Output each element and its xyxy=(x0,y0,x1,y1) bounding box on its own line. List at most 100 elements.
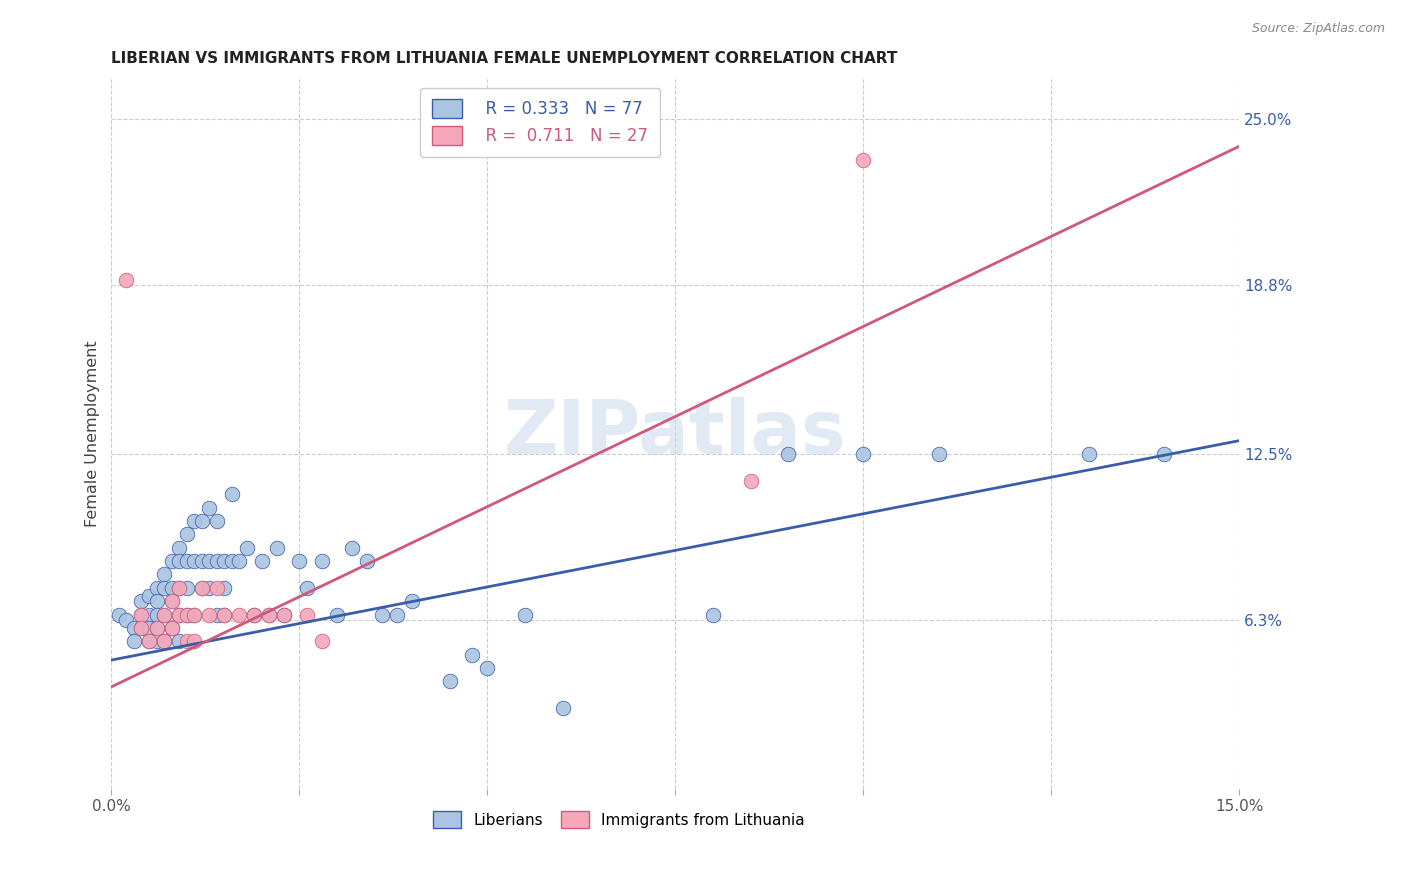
Legend: Liberians, Immigrants from Lithuania: Liberians, Immigrants from Lithuania xyxy=(427,805,811,834)
Point xyxy=(740,474,762,488)
Point xyxy=(190,554,212,568)
Point xyxy=(273,607,295,622)
Point xyxy=(167,581,190,595)
Point xyxy=(295,607,318,622)
Point xyxy=(190,581,212,595)
Point xyxy=(176,607,198,622)
Point xyxy=(198,554,221,568)
Point xyxy=(176,527,198,541)
Point xyxy=(228,607,250,622)
Point xyxy=(340,541,363,555)
Point xyxy=(852,447,875,461)
Point xyxy=(212,581,235,595)
Point xyxy=(1078,447,1101,461)
Point xyxy=(153,634,176,648)
Point xyxy=(145,634,167,648)
Point xyxy=(311,554,333,568)
Point xyxy=(183,634,205,648)
Y-axis label: Female Unemployment: Female Unemployment xyxy=(86,341,100,527)
Point xyxy=(153,634,176,648)
Point xyxy=(176,607,198,622)
Point xyxy=(702,607,724,622)
Point xyxy=(326,607,349,622)
Point xyxy=(259,607,281,622)
Point xyxy=(401,594,423,608)
Point xyxy=(138,634,160,648)
Point xyxy=(153,581,176,595)
Point xyxy=(167,581,190,595)
Point xyxy=(477,661,499,675)
Point xyxy=(1153,447,1175,461)
Text: ZIPatlas: ZIPatlas xyxy=(505,398,846,470)
Point xyxy=(205,581,228,595)
Point xyxy=(122,621,145,635)
Point xyxy=(311,634,333,648)
Point xyxy=(145,594,167,608)
Text: Source: ZipAtlas.com: Source: ZipAtlas.com xyxy=(1251,22,1385,36)
Point xyxy=(138,589,160,603)
Point xyxy=(160,594,183,608)
Point xyxy=(205,554,228,568)
Point xyxy=(183,554,205,568)
Point xyxy=(160,621,183,635)
Point xyxy=(243,607,266,622)
Point xyxy=(288,554,311,568)
Point xyxy=(160,594,183,608)
Point xyxy=(145,581,167,595)
Point xyxy=(221,554,243,568)
Point xyxy=(371,607,394,622)
Point xyxy=(513,607,536,622)
Point xyxy=(160,581,183,595)
Point xyxy=(198,607,221,622)
Point xyxy=(145,621,167,635)
Point xyxy=(551,701,574,715)
Point xyxy=(131,607,153,622)
Point xyxy=(145,607,167,622)
Point xyxy=(138,607,160,622)
Point xyxy=(250,554,273,568)
Point xyxy=(212,607,235,622)
Point xyxy=(167,554,190,568)
Point xyxy=(160,621,183,635)
Point xyxy=(115,613,138,627)
Point xyxy=(138,634,160,648)
Point xyxy=(167,541,190,555)
Point xyxy=(190,514,212,528)
Point xyxy=(122,634,145,648)
Point xyxy=(108,607,131,622)
Point xyxy=(221,487,243,501)
Point xyxy=(183,514,205,528)
Text: LIBERIAN VS IMMIGRANTS FROM LITHUANIA FEMALE UNEMPLOYMENT CORRELATION CHART: LIBERIAN VS IMMIGRANTS FROM LITHUANIA FE… xyxy=(111,51,898,66)
Point xyxy=(243,607,266,622)
Point xyxy=(167,607,190,622)
Point xyxy=(205,607,228,622)
Point xyxy=(852,153,875,167)
Point xyxy=(183,607,205,622)
Point xyxy=(183,607,205,622)
Point xyxy=(167,607,190,622)
Point xyxy=(236,541,259,555)
Point xyxy=(190,581,212,595)
Point xyxy=(131,607,153,622)
Point xyxy=(205,514,228,528)
Point xyxy=(259,607,281,622)
Point xyxy=(461,648,484,662)
Point xyxy=(198,500,221,515)
Point xyxy=(273,607,295,622)
Point xyxy=(928,447,950,461)
Point xyxy=(385,607,408,622)
Point xyxy=(778,447,800,461)
Point xyxy=(131,621,153,635)
Point xyxy=(228,554,250,568)
Point xyxy=(145,621,167,635)
Point xyxy=(266,541,288,555)
Point xyxy=(131,594,153,608)
Point xyxy=(153,567,176,582)
Point xyxy=(439,674,461,689)
Point xyxy=(176,554,198,568)
Point xyxy=(356,554,378,568)
Point xyxy=(131,621,153,635)
Point xyxy=(160,554,183,568)
Point xyxy=(176,634,198,648)
Point xyxy=(138,621,160,635)
